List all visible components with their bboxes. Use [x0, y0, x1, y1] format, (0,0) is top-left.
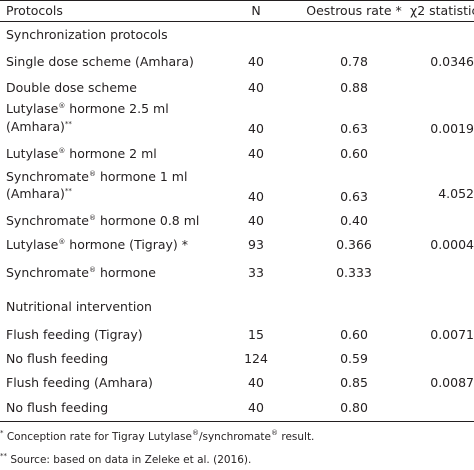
section-nutritional: Nutritional intervention: [6, 299, 152, 314]
table-row-label: Double dose scheme: [6, 80, 137, 95]
table-row-chi: 0.0004: [430, 238, 474, 252]
table-row-n: 40: [248, 213, 264, 228]
table-row-rate: 0.85: [340, 375, 368, 390]
table-row-chi: 4.052: [438, 187, 474, 201]
header-n: N: [251, 3, 261, 18]
table-row-n: 93: [248, 237, 264, 252]
table-row-n: 40: [248, 146, 264, 161]
table-row-label: Synchromate® hormone 1 ml: [6, 170, 187, 184]
table-row-chi: 0.0071: [430, 328, 474, 342]
label-rest: hormone (Tigray) *: [65, 237, 189, 252]
table-row-n: 40: [248, 189, 264, 204]
table-row-rate: 0.80: [340, 400, 368, 415]
table-row-label: Flush feeding (Amhara): [6, 375, 153, 390]
section-synchronization: Synchronization protocols: [6, 27, 168, 42]
footnote-mark: **: [64, 187, 72, 195]
table-row-n: 33: [248, 265, 264, 280]
registered-mark: ®: [191, 429, 199, 437]
footnote-mark: **: [0, 452, 7, 460]
registered-mark: ®: [271, 429, 279, 437]
table-row-label: No flush feeding: [6, 351, 109, 366]
header-protocols: Protocols: [6, 3, 63, 18]
table-row-rate: 0.88: [340, 80, 368, 95]
registered-mark: ®: [58, 238, 66, 246]
table-row-label: No flush feeding: [6, 400, 109, 415]
table-row-n: 40: [248, 54, 264, 69]
table-row-label-line2: (Amhara)**: [6, 120, 72, 134]
registered-mark: ®: [58, 147, 66, 155]
table-row-label: Single dose scheme (Amhara): [6, 54, 194, 69]
label-main: Synchromate: [6, 169, 89, 184]
table-row-n: 124: [244, 351, 268, 366]
header-oestrous-rate: Oestrous rate *: [306, 3, 402, 18]
table-row-label: Synchromate® hormone 0.8 ml: [6, 214, 199, 228]
bottom-rule: [0, 421, 474, 422]
table-row-rate: 0.63: [340, 121, 368, 136]
table-row-rate: 0.60: [340, 146, 368, 161]
registered-mark: ®: [89, 214, 96, 222]
table-row-rate: 0.63: [340, 189, 368, 204]
table-row-chi: 0.0019: [430, 122, 474, 136]
label-main: Lutylase: [6, 146, 59, 161]
table-row-rate: 0.78: [340, 54, 368, 69]
table-row-rate: 0.59: [340, 351, 368, 366]
table-row-label: Lutylase® hormone 2 ml: [6, 147, 157, 161]
table-row-label-line2: (Amhara)**: [6, 187, 72, 201]
footnote-conception-rate: * Conception rate for Tigray Lutylase®/s…: [0, 429, 315, 444]
label-rest: hormone: [96, 265, 156, 280]
table-row-n: 15: [248, 327, 264, 342]
label-rest: hormone 2.5 ml: [65, 101, 169, 116]
table-row-label: Lutylase® hormone 2.5 ml: [6, 102, 169, 116]
footnote-source: ** Source: based on data in Zeleke et al…: [0, 452, 252, 467]
label-main: Lutylase: [6, 237, 59, 252]
label-rest: hormone 1 ml: [96, 169, 188, 184]
label-rest: hormone 0.8 ml: [96, 213, 200, 228]
top-rule: [0, 0, 474, 1]
registered-mark: ®: [58, 102, 66, 110]
table-row-rate: 0.333: [336, 265, 372, 280]
footnote-mark: **: [64, 120, 72, 128]
label-region: (Amhara): [6, 119, 65, 134]
table-row-rate: 0.366: [336, 237, 372, 252]
table-row-rate: 0.60: [340, 327, 368, 342]
label-main: Synchromate: [6, 213, 89, 228]
table-row-n: 40: [248, 400, 264, 415]
table-row-n: 40: [248, 121, 264, 136]
label-main: Synchromate: [6, 265, 89, 280]
header-chi-statistic: χ2 statistic: [410, 4, 474, 18]
table-row-n: 40: [248, 80, 264, 95]
registered-mark: ®: [89, 266, 96, 274]
table-row-rate: 0.40: [340, 213, 368, 228]
table-row-label: Synchromate® hormone: [6, 266, 156, 280]
label-main: Lutylase: [6, 101, 59, 116]
footnote-mark: *: [0, 429, 4, 437]
table-row-chi: 0.0087: [430, 376, 474, 390]
header-rule: [0, 21, 474, 22]
table-row-label: Flush feeding (Tigray): [6, 327, 143, 342]
label-region: (Amhara): [6, 186, 65, 201]
table-row-chi: 0.0346: [430, 55, 474, 69]
registered-mark: ®: [89, 170, 96, 178]
table-row-label: Lutylase® hormone (Tigray) *: [6, 238, 188, 252]
label-rest: hormone 2 ml: [65, 146, 157, 161]
table-row-n: 40: [248, 375, 264, 390]
